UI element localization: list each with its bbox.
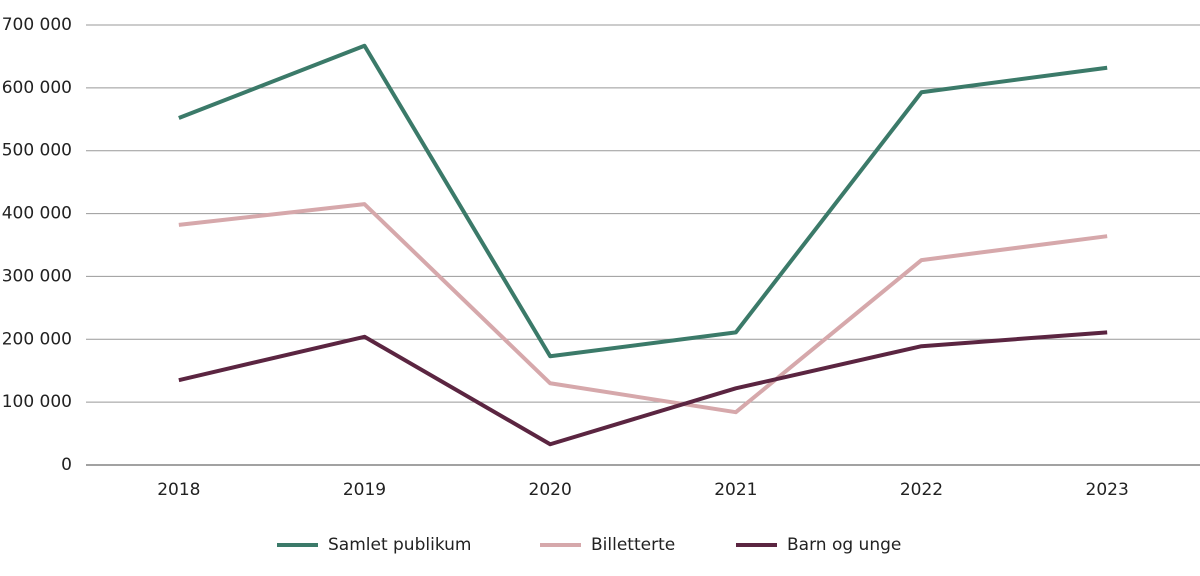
- y-tick-label: 700 000: [2, 15, 72, 35]
- series-line: [178, 43, 1108, 359]
- y-tick-label: 400 000: [2, 204, 72, 224]
- x-tick-label: 2018: [157, 480, 200, 500]
- series-line: [178, 330, 1108, 447]
- x-tick-label: 2019: [343, 480, 386, 500]
- x-tick-label: 2020: [529, 480, 572, 500]
- x-tick-label: 2021: [714, 480, 757, 500]
- legend-label: Samlet publikum: [328, 535, 471, 555]
- x-tick-label: 2022: [900, 480, 943, 500]
- legend-label: Barn og unge: [787, 535, 901, 555]
- y-tick-label: 100 000: [2, 392, 72, 412]
- y-tick-label: 200 000: [2, 329, 72, 349]
- legend-label: Billetterte: [591, 535, 675, 555]
- series-line: [178, 202, 1108, 415]
- x-tick-label: 2023: [1086, 480, 1129, 500]
- y-tick-label: 0: [61, 455, 72, 475]
- y-tick-label: 500 000: [2, 141, 72, 161]
- y-tick-label: 300 000: [2, 266, 72, 286]
- y-tick-label: 600 000: [2, 78, 72, 98]
